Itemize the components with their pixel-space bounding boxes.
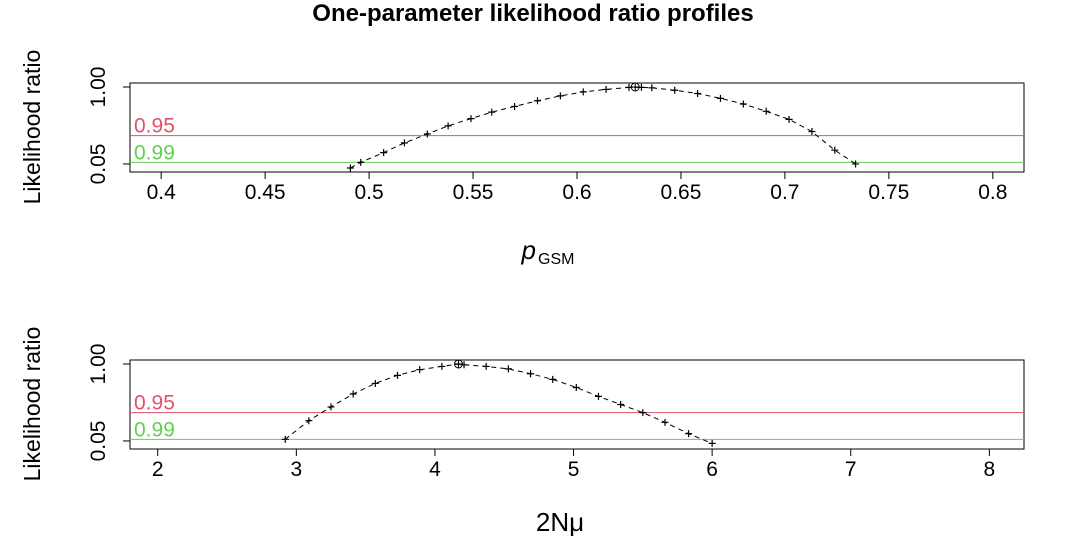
x-axis-label-gsm-sub: GSM [538,251,574,268]
profile-point [661,418,669,426]
profile-point [785,115,793,123]
profile-curve-2nmu [284,363,713,444]
profile-point [327,403,335,411]
profile-point [716,94,724,102]
profile-point [357,158,365,166]
level-099-label: 0.99 [134,141,175,164]
profile-point [346,164,354,172]
x-tick-label: 0.6 [562,181,591,204]
profile-point [281,435,289,443]
profile-point [305,417,313,425]
profile-point [852,160,860,168]
profile-point [482,362,490,370]
profile-point [602,85,610,93]
x-tick-label: 5 [568,458,580,481]
figure-title: One-parameter likelihood ratio profiles [312,0,753,27]
profile-point [648,84,656,92]
profile-point [504,365,512,373]
profile-point [533,97,541,105]
x-tick-label: 0.55 [453,181,494,204]
x-tick-label: 3 [290,458,302,481]
profile-point [762,107,770,115]
panel-pgsm: Likelihood ratio p GSM 0.4 0.45 0.5 0.55 0.6 0… [19,50,1025,268]
x-axis-label-2nmu: 2Nμ [536,507,584,537]
x-tick-label: 0.5 [354,181,383,204]
profile-point [400,139,408,147]
y-tick-label: 0.05 [87,144,110,185]
profile-point [708,439,716,447]
profile-point [511,102,519,110]
profile-point [467,115,475,123]
profile-point [438,362,446,370]
profile-point [556,92,564,100]
profile-point [394,371,402,379]
profile-point [694,89,702,97]
x-tick-label: 0.7 [770,181,799,204]
profile-point [423,130,431,138]
profile-point [671,86,679,94]
profile-point [527,370,535,378]
mle-marker-cross [631,83,640,91]
y-tick-label: 1.00 [87,344,110,385]
profile-curve-pgsm [350,86,856,169]
profile-point [831,146,839,154]
x-tick-label: 0.8 [978,181,1007,204]
x-tick-label: 0.65 [661,181,702,204]
x-tick-label: 8 [984,458,996,481]
x-tick-label: 0.4 [147,181,177,204]
profile-point [380,149,388,157]
profile-point [739,100,747,108]
profile-point [579,88,587,96]
x-tick-label: 0.75 [868,181,909,204]
profile-point [349,390,357,398]
plot-frame-2nmu [129,359,1025,450]
profile-point [617,401,625,408]
profile-point [488,108,496,116]
profile-point [639,409,647,417]
level-099-label: 0.99 [134,418,175,441]
x-axis-label-pgsm: p GSM [521,235,575,268]
y-axis-label-2nmu: Likelihood ratio [19,327,45,482]
y-axis-label-pgsm: Likelihood ratio [19,50,45,205]
y-tick-label: 0.05 [87,421,110,462]
profile-point [808,128,816,136]
plot-frame-pgsm [129,82,1025,173]
profile-point [371,379,379,387]
level-095-label: 0.95 [134,115,175,138]
level-095-label: 0.95 [134,392,175,415]
profile-point [594,392,602,400]
x-tick-label: 2 [152,458,164,481]
profile-point [416,366,424,374]
profile-point [572,383,580,391]
x-axis-label-p: p [521,235,536,265]
x-tick-label: 0.45 [245,181,286,204]
profile-point [549,375,557,383]
mle-marker-cross [454,360,463,368]
profile-point [685,430,693,438]
y-tick-label: 1.00 [87,67,110,108]
x-tick-label: 7 [845,458,857,481]
x-tick-label: 6 [706,458,718,481]
panel-2nmu: Likelihood ratio 2Nμ 2 3 4 5 6 7 8 0.05 1.00 0.95… [19,327,1025,537]
profile-point [444,122,452,130]
x-tick-label: 4 [429,458,441,481]
profile-point [460,361,468,369]
